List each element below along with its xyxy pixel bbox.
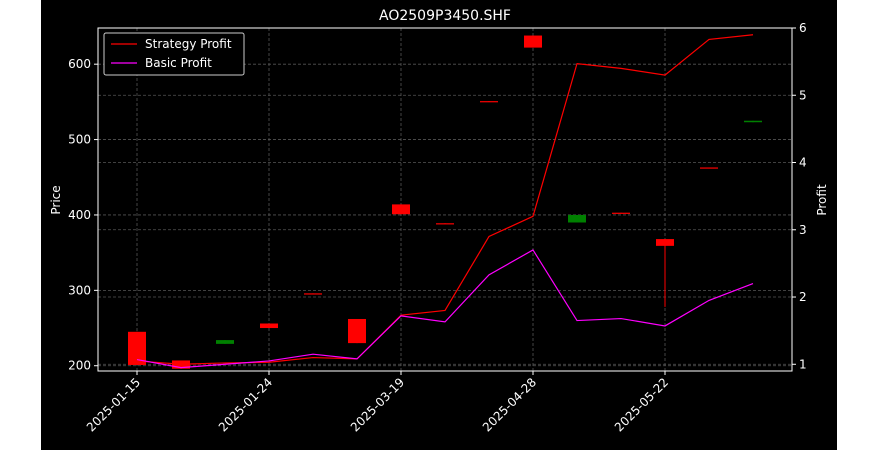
candle-body-3 <box>260 323 278 329</box>
y-left-tick-label-4: 600 <box>68 57 91 71</box>
y-left-tick-label-3: 500 <box>68 133 91 147</box>
candle-body-4 <box>304 293 322 295</box>
y-right-tick-label-4: 5 <box>799 88 807 102</box>
legend: Strategy Profit Basic Profit <box>103 32 245 76</box>
left-axis-label: Price <box>49 185 63 214</box>
x-tick-label-0: 2025-01-15 <box>84 375 143 434</box>
legend-box <box>103 32 245 76</box>
y-right-tick-label-1: 2 <box>799 290 807 304</box>
y-right-tick-label-0: 1 <box>799 357 807 371</box>
candle-body-6 <box>392 204 410 215</box>
x-tick-label-1: 2025-01-24 <box>216 375 275 434</box>
chart-figure: AO2509P3450.SHF 200 300 400 500 600 1 2 3 4 5 6 2… <box>41 0 837 450</box>
candle-body-11 <box>612 212 630 214</box>
candle-body-12 <box>656 239 674 246</box>
candle-body-10 <box>568 214 586 223</box>
y-right-tick-label-2: 3 <box>799 223 807 237</box>
series-line-0 <box>136 34 754 365</box>
y-left-tick-label-1: 300 <box>68 283 91 297</box>
candle-body-5 <box>348 318 366 344</box>
chart-title: AO2509P3450.SHF <box>379 8 511 24</box>
profit-lines <box>136 34 754 369</box>
y-left-tick-label-2: 400 <box>68 208 91 222</box>
right-axis: 1 2 3 4 5 6 <box>792 21 807 371</box>
series-line-1 <box>136 249 754 369</box>
x-tick-label-2: 2025-03-19 <box>348 375 407 434</box>
candle-body-9 <box>524 35 542 48</box>
y-left-tick-label-0: 200 <box>68 359 91 373</box>
x-axis: 2025-01-15 2025-01-24 2025-03-19 2025-04-28… <box>84 371 671 434</box>
x-tick-label-3: 2025-04-28 <box>480 375 539 434</box>
candle-body-2 <box>216 340 234 344</box>
candlesticks <box>128 35 762 369</box>
legend-label-basic: Basic Profit <box>145 56 212 70</box>
right-axis-label: Profit <box>815 184 829 216</box>
chart-svg: AO2509P3450.SHF 200 300 400 500 600 1 2 3 4 5 6 2… <box>49 8 829 434</box>
left-axis: 200 300 400 500 600 <box>68 57 98 373</box>
x-tick-label-4: 2025-05-22 <box>612 375 671 434</box>
candle-body-0 <box>128 331 146 365</box>
y-right-tick-label-3: 4 <box>799 156 807 170</box>
candle-body-13 <box>700 167 718 169</box>
legend-label-strategy: Strategy Profit <box>145 37 232 51</box>
candle-body-8 <box>480 101 498 103</box>
candle-body-14 <box>744 120 762 123</box>
y-right-tick-label-5: 6 <box>799 21 807 35</box>
plot-frame <box>97 27 793 372</box>
grid <box>98 27 792 371</box>
candle-body-7 <box>436 223 454 225</box>
